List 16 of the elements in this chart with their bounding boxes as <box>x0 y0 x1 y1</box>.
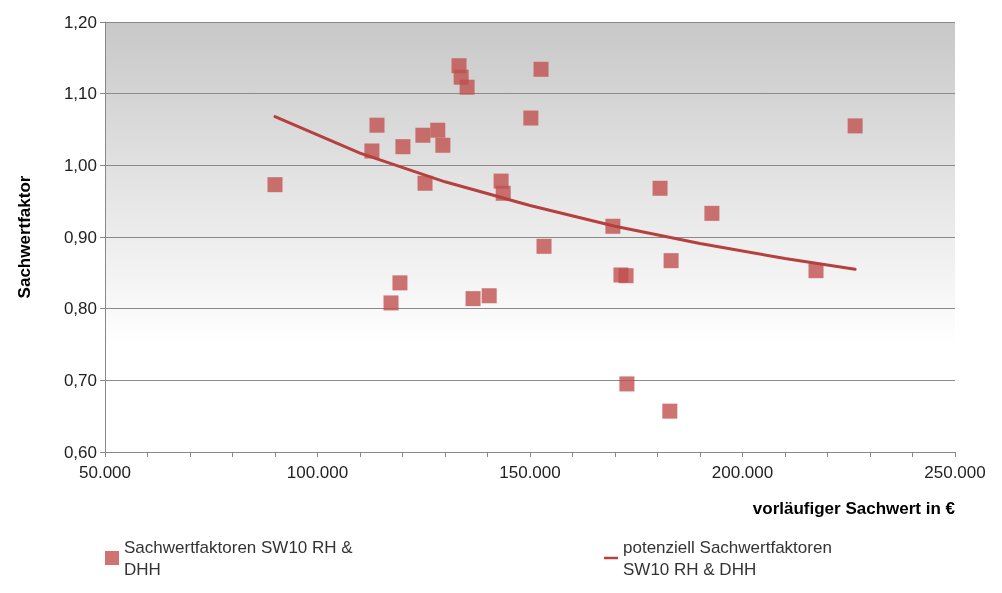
x-tick-label: 100.000 <box>286 463 349 482</box>
x-tick-label: 200.000 <box>711 463 774 482</box>
y-tick-label: 1,00 <box>63 155 97 175</box>
x-tick-label: 250.000 <box>924 463 986 482</box>
legend-label: Sachwertfaktoren SW10 RH & DHH <box>124 537 358 579</box>
y-axis-title: Sachwertfaktor <box>15 175 34 299</box>
y-tick-label: 0,80 <box>63 299 97 319</box>
y-tick-label: 1,10 <box>63 84 97 104</box>
y-tick-label: 0,60 <box>63 442 97 462</box>
x-tick-label: 150.000 <box>499 463 561 482</box>
x-axis-title: vorläufiger Sachwert in € <box>752 499 956 518</box>
y-tick-label: 0,90 <box>63 227 97 247</box>
y-tick-label: 0,70 <box>63 370 97 390</box>
legend-label: potenziell Sachwertfaktoren SW10 RH & DHH <box>623 537 837 579</box>
y-tick-label: 1,20 <box>63 12 97 32</box>
x-tick-label: 50.000 <box>79 463 131 482</box>
